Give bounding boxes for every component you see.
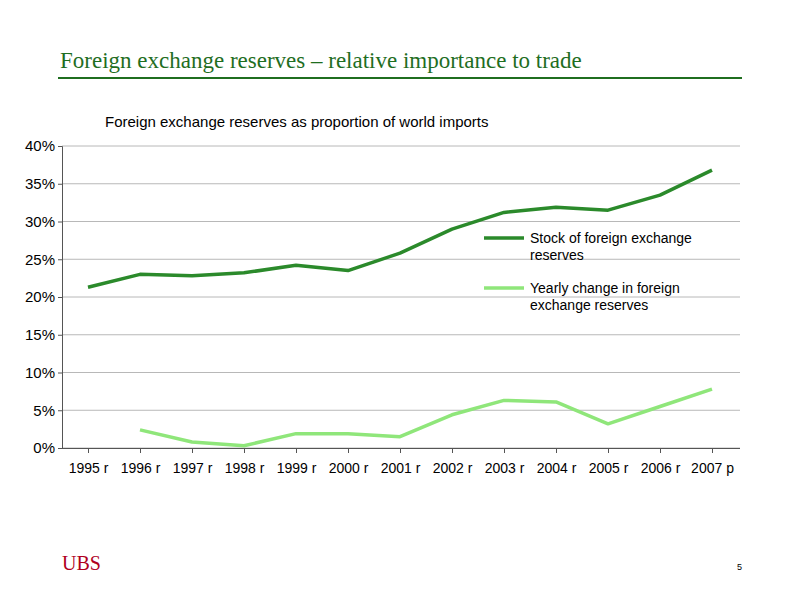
- grid-line: [62, 183, 740, 184]
- y-tick: 0%: [33, 439, 62, 456]
- chart-title: Foreign exchange reserves as proportion …: [105, 113, 489, 130]
- x-tick-mark: [712, 448, 713, 453]
- x-tick: 2007 p: [691, 448, 734, 476]
- x-tick: 2004 r: [537, 448, 577, 476]
- legend: Stock of foreign exchange reserves Yearly…: [484, 230, 696, 313]
- x-tick-mark: [192, 448, 193, 453]
- x-tick-label: 2004 r: [537, 460, 577, 476]
- x-tick-mark: [244, 448, 245, 453]
- y-tick: 20%: [25, 288, 62, 305]
- x-tick-mark: [140, 448, 141, 453]
- y-tick: 40%: [25, 137, 62, 154]
- grid-line: [62, 146, 740, 147]
- y-tick: 30%: [25, 213, 62, 230]
- grid-line: [62, 410, 740, 411]
- y-tick-mark: [58, 410, 62, 411]
- x-tick-label: 2007 p: [691, 460, 734, 476]
- x-tick-mark: [452, 448, 453, 453]
- legend-swatch: [484, 286, 524, 290]
- y-tick-label: 30%: [25, 213, 55, 230]
- y-tick: 5%: [33, 402, 62, 419]
- y-tick-label: 25%: [25, 251, 55, 268]
- y-tick: 15%: [25, 326, 62, 343]
- y-tick-label: 5%: [33, 402, 55, 419]
- grid-line: [62, 221, 740, 222]
- x-tick: 2002 r: [433, 448, 473, 476]
- legend-swatch: [484, 236, 524, 240]
- y-tick: 25%: [25, 251, 62, 268]
- slide-title: Foreign exchange reserves – relative imp…: [60, 48, 582, 73]
- slide: Foreign exchange reserves – relative imp…: [0, 0, 792, 594]
- x-tick-mark: [296, 448, 297, 453]
- y-tick-label: 0%: [33, 439, 55, 456]
- x-tick-mark: [608, 448, 609, 453]
- y-tick-mark: [58, 259, 62, 260]
- logo: UBS: [62, 552, 101, 574]
- grid-line: [62, 259, 740, 260]
- y-tick-label: 15%: [25, 326, 55, 343]
- y-tick-mark: [58, 373, 62, 374]
- x-tick-label: 1995 r: [69, 460, 109, 476]
- x-tick-mark: [504, 448, 505, 453]
- x-tick-label: 2005 r: [589, 460, 629, 476]
- y-tick-mark: [58, 335, 62, 336]
- y-axis-line: [58, 147, 63, 449]
- x-tick-mark: [348, 448, 349, 453]
- x-tick: 2005 r: [589, 448, 629, 476]
- x-tick-label: 1998 r: [225, 460, 265, 476]
- y-tick-label: 10%: [25, 364, 55, 381]
- legend-label: Yearly change in foreign exchange reserv…: [530, 280, 684, 313]
- y-tick: 35%: [25, 175, 62, 192]
- x-tick-label: 1997 r: [173, 460, 213, 476]
- x-axis: 1995 r 1996 r 1997 r 1998 r 1999 r 2000 r 2001…: [62, 448, 740, 476]
- y-tick-mark: [58, 448, 62, 449]
- page-number: 5: [737, 562, 742, 572]
- y-tick-mark: [58, 297, 62, 298]
- x-tick-mark: [660, 448, 661, 453]
- x-tick: 2001 r: [381, 448, 421, 476]
- y-tick-mark: [58, 222, 62, 223]
- x-tick: 1998 r: [225, 448, 265, 476]
- x-tick-label: 2000 r: [329, 460, 369, 476]
- x-tick-label: 2001 r: [381, 460, 421, 476]
- x-tick: 1996 r: [121, 448, 161, 476]
- legend-label: Stock of foreign exchange reserves: [530, 230, 696, 263]
- title-rule: [58, 77, 742, 79]
- x-tick: 1997 r: [173, 448, 213, 476]
- x-tick-label: 2003 r: [485, 460, 525, 476]
- grid: [62, 146, 740, 448]
- x-tick-mark: [400, 448, 401, 453]
- x-tick: 2006 r: [641, 448, 681, 476]
- y-tick-label: 20%: [25, 288, 55, 305]
- x-tick-mark: [88, 448, 89, 453]
- series-line: [140, 389, 712, 446]
- x-tick: 1999 r: [277, 448, 317, 476]
- x-tick-label: 2002 r: [433, 460, 473, 476]
- x-tick-mark: [556, 448, 557, 453]
- x-tick: 2000 r: [329, 448, 369, 476]
- grid-line: [62, 334, 740, 335]
- y-tick-mark: [58, 184, 62, 185]
- series-group: [88, 170, 712, 446]
- x-tick-label: 1999 r: [277, 460, 317, 476]
- y-tick-label: 35%: [25, 175, 55, 192]
- series-line: [88, 170, 712, 287]
- x-tick: 1995 r: [69, 448, 109, 476]
- y-tick: 10%: [25, 364, 62, 381]
- x-tick: 2003 r: [485, 448, 525, 476]
- y-axis: 0% 5% 10% 15% 20% 25% 30% 35% 40%: [25, 137, 63, 456]
- y-tick-label: 40%: [25, 137, 55, 154]
- y-tick-mark: [58, 146, 62, 147]
- grid-line: [62, 372, 740, 373]
- x-tick-label: 1996 r: [121, 460, 161, 476]
- x-tick-label: 2006 r: [641, 460, 681, 476]
